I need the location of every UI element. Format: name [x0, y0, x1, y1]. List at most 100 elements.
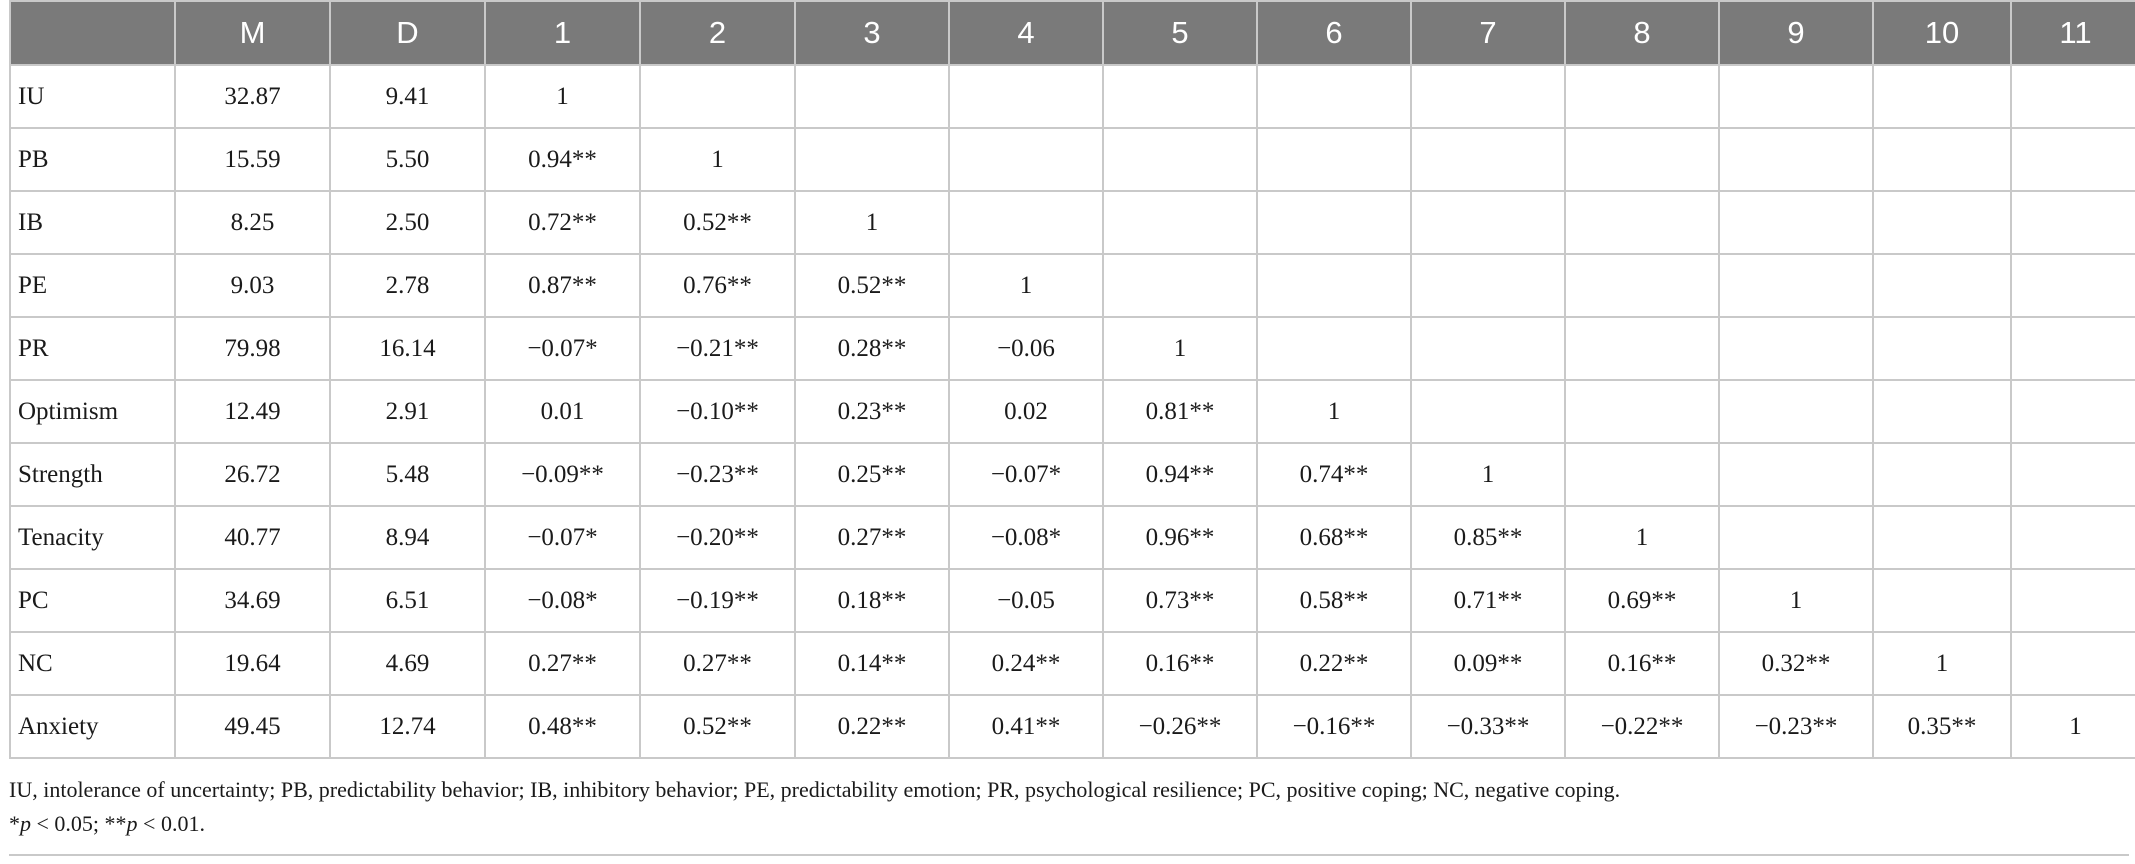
table-cell: 0.48**	[484, 694, 641, 759]
table-cell: 0.32**	[1718, 631, 1874, 696]
table-cell	[1256, 190, 1412, 255]
row-label: PB	[9, 127, 176, 192]
table-cell: 0.24**	[948, 631, 1104, 696]
table-cell: 0.16**	[1102, 631, 1258, 696]
table-cell: 4.69	[329, 631, 486, 696]
table-cell: 0.96**	[1102, 505, 1258, 570]
table-cell: 9.03	[174, 253, 331, 318]
table-cell: 79.98	[174, 316, 331, 381]
row-label: IB	[9, 190, 176, 255]
table-cell	[1872, 64, 2012, 129]
table-cell	[1410, 253, 1566, 318]
table-cell: 0.25**	[794, 442, 950, 507]
sig-1-mark: *	[9, 811, 20, 836]
table-cell: 1	[2010, 694, 2135, 759]
table-cell: 0.81**	[1102, 379, 1258, 444]
table-row: PR 79.98 16.14 −0.07* −0.21** 0.28** −0.06 1	[9, 316, 2135, 381]
table-cell: −0.05	[948, 568, 1104, 633]
table-cell: 8.94	[329, 505, 486, 570]
table-cell	[1718, 442, 1874, 507]
table-cell: 0.01	[484, 379, 641, 444]
table-cell: −0.08*	[948, 505, 1104, 570]
table-cell	[1410, 190, 1566, 255]
header-cell: 10	[1872, 0, 2012, 66]
table-cell: 0.18**	[794, 568, 950, 633]
table-cell: 0.52**	[639, 190, 796, 255]
table-cell	[2010, 568, 2135, 633]
table-cell: 0.22**	[1256, 631, 1412, 696]
table-cell: 16.14	[329, 316, 486, 381]
table-cell	[1102, 127, 1258, 192]
table-cell	[1564, 64, 1720, 129]
table-cell	[1718, 505, 1874, 570]
table-row: Strength 26.72 5.48 −0.09** −0.23** 0.25** −0.…	[9, 442, 2135, 507]
table-cell	[2010, 253, 2135, 318]
table-cell	[2010, 127, 2135, 192]
header-cell-corner	[9, 0, 176, 66]
table-cell: 1	[1256, 379, 1412, 444]
row-label: Strength	[9, 442, 176, 507]
row-label: NC	[9, 631, 176, 696]
table-cell: 0.94**	[1102, 442, 1258, 507]
table-cell: 0.73**	[1102, 568, 1258, 633]
table-cell	[1102, 64, 1258, 129]
table-cell	[1718, 127, 1874, 192]
table-cell	[1564, 253, 1720, 318]
table-cell	[1410, 316, 1566, 381]
table-cell	[1872, 442, 2012, 507]
header-cell: D	[329, 0, 486, 66]
table-cell: 6.51	[329, 568, 486, 633]
table-row: IU 32.87 9.41 1	[9, 64, 2135, 129]
table-cell: −0.09**	[484, 442, 641, 507]
table-cell	[2010, 442, 2135, 507]
table-cell: 0.27**	[794, 505, 950, 570]
table-cell	[1564, 379, 1720, 444]
table-cell: −0.23**	[639, 442, 796, 507]
table-cell: 0.94**	[484, 127, 641, 192]
table-cell: 0.58**	[1256, 568, 1412, 633]
table-cell	[1872, 379, 2012, 444]
table-cell	[1256, 127, 1412, 192]
table-cell: 40.77	[174, 505, 331, 570]
table-cell	[1410, 379, 1566, 444]
table-cell: −0.23**	[1718, 694, 1874, 759]
table-cell: 0.85**	[1410, 505, 1566, 570]
row-label: PE	[9, 253, 176, 318]
header-cell: M	[174, 0, 331, 66]
table-cell	[1718, 190, 1874, 255]
table-cell	[794, 64, 950, 129]
table-cell: 0.52**	[639, 694, 796, 759]
table-row: Optimism 12.49 2.91 0.01 −0.10** 0.23** 0.02 0.…	[9, 379, 2135, 444]
table-row: NC 19.64 4.69 0.27** 0.27** 0.14** 0.24** 0.16*…	[9, 631, 2135, 696]
table-cell: −0.26**	[1102, 694, 1258, 759]
table-body: IU 32.87 9.41 1 PB 15.59 5.50 0.94** 1 IB 8.25 2.50…	[9, 64, 2135, 759]
sig-1-variable: p	[20, 811, 31, 836]
table-cell: −0.33**	[1410, 694, 1566, 759]
table-cell: 0.72**	[484, 190, 641, 255]
table-cell	[2010, 631, 2135, 696]
header-cell: 5	[1102, 0, 1258, 66]
table-cell	[1872, 253, 2012, 318]
table-cell: 1	[1564, 505, 1720, 570]
correlation-table-container: M D 1 2 3 4 5 6 7 8 9 10 11 IU 32.87 9.41 1 PB 15.59 5.50 0…	[9, 0, 2135, 759]
sig-2-threshold: < 0.01.	[137, 811, 205, 836]
table-cell: 0.69**	[1564, 568, 1720, 633]
bottom-divider	[9, 854, 2129, 856]
table-cell: −0.08*	[484, 568, 641, 633]
table-cell	[639, 64, 796, 129]
table-cell: 1	[639, 127, 796, 192]
table-cell: 1	[1410, 442, 1566, 507]
table-cell	[2010, 190, 2135, 255]
table-cell	[1102, 190, 1258, 255]
header-cell: 7	[1410, 0, 1566, 66]
sig-2-mark: **	[104, 811, 127, 836]
table-cell: 34.69	[174, 568, 331, 633]
table-cell	[1564, 190, 1720, 255]
table-cell: −0.07*	[948, 442, 1104, 507]
header-cell: 6	[1256, 0, 1412, 66]
table-cell: 1	[794, 190, 950, 255]
table-cell: 19.64	[174, 631, 331, 696]
table-cell: 0.09**	[1410, 631, 1566, 696]
abbreviations-footnote: IU, intolerance of uncertainty; PB, pred…	[9, 777, 1621, 802]
table-cell: 0.23**	[794, 379, 950, 444]
